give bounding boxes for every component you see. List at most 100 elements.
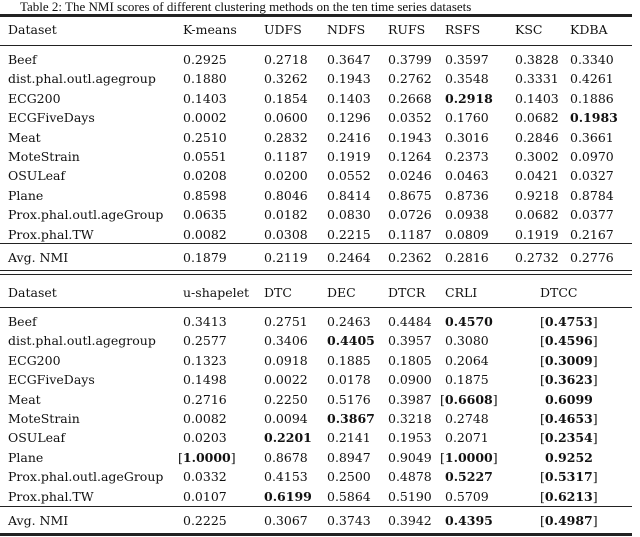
cell-value: 0.8414	[327, 187, 371, 203]
cell-value: 0.9049	[388, 449, 432, 465]
score-cell: 0.2510	[183, 129, 227, 147]
cell-value: 0.3009	[544, 352, 593, 368]
cell-value: 0.2463	[327, 314, 371, 329]
score-cell: 0.0551	[183, 148, 227, 166]
table-rule	[0, 506, 632, 508]
cell-value: 0.2141	[327, 430, 371, 446]
cell-value: 0.2215	[327, 226, 371, 242]
cell-value: 0.2354	[544, 430, 593, 446]
table-row: MoteStrain 0.0082 0.0094 0.3867 0.3218 0.2748…	[0, 410, 640, 428]
score-cell: 0.9252	[545, 449, 593, 467]
cell-value: 0.1403	[515, 90, 559, 106]
score-cell: 0.4153	[264, 468, 308, 486]
cell-value: K-means	[183, 22, 237, 37]
cell-value: 0.0182	[264, 207, 308, 223]
cell-value: 0.3942	[388, 513, 432, 528]
score-cell: 0.0182	[264, 206, 308, 224]
cell-value: DTC	[264, 285, 292, 300]
table-caption: Table 2: The NMI scores of different clu…	[20, 0, 472, 14]
dataset-name: Prox.phal.outl.ageGroup	[8, 206, 163, 224]
cell-value: 0.2751	[264, 314, 308, 329]
score-cell: [0.2354]	[540, 430, 598, 446]
cell-value: 0.1498	[183, 372, 227, 388]
score-cell: 0.1886	[570, 90, 614, 108]
cell-value: Meat	[8, 129, 41, 145]
cell-value: Plane	[8, 187, 44, 203]
cell-value: 0.0682	[515, 110, 559, 126]
score-cell: 0.0726	[388, 206, 432, 224]
score-cell: 0.1403	[327, 90, 371, 108]
score-cell: 0.0082	[183, 410, 227, 428]
cell-value: 0.8675	[388, 187, 432, 203]
score-cell: 0.4261	[570, 70, 614, 88]
dataset-name: Avg. NMI	[8, 512, 68, 530]
column-header: RSFS	[445, 21, 480, 39]
score-cell: [0.3009]	[540, 352, 598, 368]
score-cell: 0.1919	[515, 226, 559, 244]
table-row: ECG200 0.1323 0.0918 0.1885 0.1805 0.2064 [0.3…	[0, 352, 640, 370]
cell-value: 0.3867	[327, 411, 375, 426]
cell-value: NDFS	[327, 22, 366, 37]
score-cell: 0.0970	[570, 148, 614, 166]
score-cell: 0.0682	[515, 109, 559, 127]
cell-value: 0.1296	[327, 110, 371, 126]
cell-value: 0.3743	[327, 513, 371, 528]
score-cell: 0.0352	[388, 109, 432, 127]
score-cell: 0.2751	[264, 313, 308, 331]
score-cell: 0.2577	[183, 332, 227, 350]
score-cell: 0.3218	[388, 410, 432, 428]
cell-value: 0.2416	[327, 129, 371, 145]
cell-value: 0.0918	[264, 352, 308, 368]
table-rule	[0, 274, 632, 276]
column-header: DEC	[327, 284, 356, 302]
score-cell: 0.1943	[388, 129, 432, 147]
score-cell: 0.1880	[183, 70, 227, 88]
cell-value: 0.2064	[445, 352, 489, 368]
cell-value: 0.4261	[570, 71, 614, 87]
score-cell: 0.8784	[570, 187, 614, 205]
table-row: Meat 0.2510 0.2832 0.2416 0.1943 0.3016 0.2846…	[0, 129, 640, 147]
cell-value: 0.0682	[515, 207, 559, 223]
column-header: RUFS	[388, 21, 425, 39]
score-cell: 0.4570	[445, 313, 493, 331]
score-cell: 0.1187	[388, 226, 432, 244]
cell-value: 0.8784	[570, 187, 614, 203]
cell-value: 0.0327	[570, 168, 614, 184]
cell-value: 0.3413	[183, 314, 227, 329]
cell-value: 0.0082	[183, 411, 227, 426]
cell-value: KSC	[515, 22, 543, 37]
score-cell: 0.9218	[515, 187, 559, 205]
cell-value: OSULeaf	[8, 430, 66, 446]
column-header: DTCR	[388, 284, 425, 302]
cell-value: 0.4653	[544, 411, 593, 426]
column-header: KDBA	[570, 21, 608, 39]
cell-value: 0.0551	[183, 149, 227, 164]
column-header: KSC	[515, 21, 542, 39]
column-header: NDFS	[327, 21, 365, 39]
cell-value: dist.phal.outl.agegroup	[8, 71, 156, 87]
cell-value: 0.4987	[544, 513, 593, 528]
column-header: DTC	[264, 284, 292, 302]
cell-value: 0.8678	[264, 449, 308, 465]
score-cell: 0.8046	[264, 187, 308, 205]
score-cell: 0.3002	[515, 148, 559, 166]
cell-value: 0.4484	[388, 314, 432, 329]
score-cell: 0.0203	[183, 429, 227, 447]
cell-value: 0.3340	[570, 52, 614, 67]
score-cell: 0.0600	[264, 109, 308, 127]
table-row: OSULeaf 0.0208 0.0200 0.0552 0.0246 0.0463 0.0…	[0, 167, 640, 185]
score-cell: 0.0682	[515, 206, 559, 224]
cell-value: 0.5227	[445, 469, 493, 485]
cell-value: 0.1943	[327, 71, 371, 87]
table-row: Beef 0.3413 0.2751 0.2463 0.4484 0.4570 [0.475…	[0, 313, 640, 331]
cell-value: 0.5176	[327, 391, 371, 407]
cell-value: 0.2925	[183, 52, 227, 67]
score-cell: 0.0809	[445, 226, 489, 244]
score-cell: 0.0107	[183, 488, 227, 506]
dataset-name: dist.phal.outl.agegroup	[8, 332, 156, 350]
cell-value: 0.0082	[183, 226, 227, 242]
cell-value: DEC	[327, 285, 356, 300]
score-cell: 0.2064	[445, 352, 489, 370]
cell-value: Beef	[8, 52, 37, 67]
cell-value: 0.3957	[388, 333, 432, 349]
